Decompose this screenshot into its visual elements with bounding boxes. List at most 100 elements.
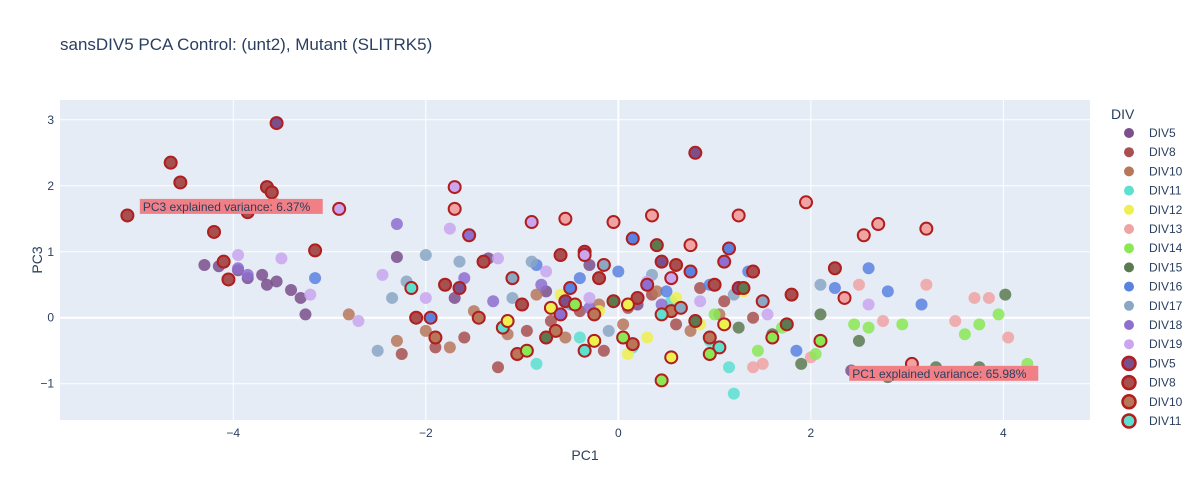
data-point-div14-mutant[interactable] xyxy=(568,297,582,312)
data-point-div13-mutant[interactable] xyxy=(683,238,698,253)
data-point-div14-control[interactable] xyxy=(992,308,1005,321)
data-point-div15-mutant[interactable] xyxy=(649,238,664,253)
data-point-div10-mutant[interactable] xyxy=(471,310,486,325)
data-point-div12-control[interactable] xyxy=(670,291,683,304)
data-point-div17-mutant[interactable] xyxy=(755,294,770,309)
data-point-div13-control[interactable] xyxy=(756,357,769,370)
data-point-div19-control[interactable] xyxy=(583,291,596,304)
data-point-div19-control[interactable] xyxy=(694,295,707,308)
data-point-div18-mutant[interactable] xyxy=(717,254,732,269)
data-point-div15-mutant[interactable] xyxy=(779,317,794,332)
data-point-div19-control[interactable] xyxy=(540,265,553,278)
data-point-div8-control[interactable] xyxy=(520,324,533,337)
data-point-div10-mutant[interactable] xyxy=(625,337,640,352)
data-point-div19-control[interactable] xyxy=(275,252,288,265)
data-point-div5-mutant[interactable] xyxy=(654,254,669,269)
data-point-div13-mutant[interactable] xyxy=(837,290,852,305)
data-point-div18-control[interactable] xyxy=(390,218,403,231)
data-points[interactable] xyxy=(120,116,1034,400)
data-point-div16-control[interactable] xyxy=(612,265,625,278)
data-point-div8-control[interactable] xyxy=(491,361,504,374)
data-point-div19-mutant[interactable] xyxy=(524,215,539,230)
data-point-div10-control[interactable] xyxy=(617,318,630,331)
data-point-div15-control[interactable] xyxy=(999,288,1012,301)
data-point-div14-mutant[interactable] xyxy=(616,330,631,345)
data-point-div13-control[interactable] xyxy=(877,315,890,328)
data-point-div13-control[interactable] xyxy=(949,315,962,328)
data-point-div16-control[interactable] xyxy=(309,272,322,285)
data-point-div16-control[interactable] xyxy=(828,282,841,295)
data-point-div17-control[interactable] xyxy=(525,255,538,268)
data-point-div18-control[interactable] xyxy=(535,278,548,291)
data-point-div5-control[interactable] xyxy=(299,308,312,321)
data-point-div17-control[interactable] xyxy=(814,278,827,291)
data-point-div13-mutant[interactable] xyxy=(856,228,871,243)
data-point-div10-mutant[interactable] xyxy=(428,330,443,345)
data-point-div17-mutant[interactable] xyxy=(596,257,611,272)
legend-item-div19[interactable]: DIV19 xyxy=(1124,337,1183,351)
legend-item-div8[interactable]: DIV8 xyxy=(1124,145,1176,159)
data-point-div8-mutant[interactable] xyxy=(784,287,799,302)
data-point-div8-control[interactable] xyxy=(694,282,707,295)
legend-item-div5[interactable]: DIV5 xyxy=(1124,126,1176,140)
data-point-div14-control[interactable] xyxy=(809,348,822,361)
data-point-div14-mutant[interactable] xyxy=(813,333,828,348)
legend-item-div18[interactable]: DIV18 xyxy=(1124,318,1183,332)
data-point-div18-control[interactable] xyxy=(655,298,668,311)
data-point-div12-control[interactable] xyxy=(641,331,654,344)
legend-item-div10[interactable]: DIV10 xyxy=(1124,164,1183,178)
data-point-div16-mutant[interactable] xyxy=(722,241,737,256)
data-point-div16-control[interactable] xyxy=(660,285,673,298)
data-point-div17-control[interactable] xyxy=(371,344,384,357)
data-point-div11-mutant[interactable] xyxy=(712,340,727,355)
data-point-div16-control[interactable] xyxy=(573,272,586,285)
data-point-div12-mutant[interactable] xyxy=(620,297,635,312)
data-point-div5-control[interactable] xyxy=(294,291,307,304)
data-point-div13-mutant[interactable] xyxy=(645,208,660,223)
data-point-div10-control[interactable] xyxy=(443,341,456,354)
data-point-div8-control[interactable] xyxy=(718,295,731,308)
data-point-div11-control[interactable] xyxy=(723,361,736,374)
legend-item-div14[interactable]: DIV14 xyxy=(1124,241,1183,255)
data-point-div14-control[interactable] xyxy=(896,318,909,331)
data-point-div8-mutant[interactable] xyxy=(409,310,424,325)
data-point-div16-mutant[interactable] xyxy=(563,281,578,296)
data-point-div11-control[interactable] xyxy=(530,357,543,370)
data-point-div19-control[interactable] xyxy=(376,268,389,281)
data-point-div13-control[interactable] xyxy=(920,278,933,291)
data-point-div8-mutant[interactable] xyxy=(553,248,568,263)
data-point-div15-mutant[interactable] xyxy=(539,330,554,345)
data-point-div13-mutant[interactable] xyxy=(606,215,621,230)
data-point-div10-control[interactable] xyxy=(342,308,355,321)
data-point-div5-control[interactable] xyxy=(260,278,273,291)
data-point-div8-mutant[interactable] xyxy=(827,261,842,276)
data-point-div13-mutant[interactable] xyxy=(558,211,573,226)
data-point-div14-control[interactable] xyxy=(958,328,971,341)
data-point-div14-control[interactable] xyxy=(848,318,861,331)
data-point-div16-control[interactable] xyxy=(790,344,803,357)
data-point-div8-mutant[interactable] xyxy=(746,264,761,279)
data-point-div19-control[interactable] xyxy=(443,222,456,235)
data-point-div18-mutant[interactable] xyxy=(553,307,568,322)
data-point-div15-control[interactable] xyxy=(795,357,808,370)
data-point-div17-control[interactable] xyxy=(419,249,432,262)
data-point-div8-mutant[interactable] xyxy=(630,290,645,305)
legend-item-div13[interactable]: DIV13 xyxy=(1124,222,1183,236)
data-point-div12-control[interactable] xyxy=(621,348,634,361)
data-point-div11-control[interactable] xyxy=(727,387,740,400)
legend-item-div17[interactable]: DIV17 xyxy=(1124,299,1183,313)
data-point-div10-control[interactable] xyxy=(530,288,543,301)
data-point-div8-control[interactable] xyxy=(544,315,557,328)
data-point-div10-control[interactable] xyxy=(559,331,572,344)
data-point-div5-mutant[interactable] xyxy=(452,281,467,296)
data-point-div5-control[interactable] xyxy=(583,258,596,271)
data-point-div19-control[interactable] xyxy=(352,315,365,328)
data-point-div5-mutant[interactable] xyxy=(688,145,703,160)
data-point-div18-control[interactable] xyxy=(458,272,471,285)
data-point-div19-control[interactable] xyxy=(232,249,245,262)
data-point-div15-control[interactable] xyxy=(732,321,745,334)
data-point-div14-control[interactable] xyxy=(862,321,875,334)
data-point-div8-control[interactable] xyxy=(597,344,610,357)
data-point-div8-mutant[interactable] xyxy=(515,297,530,312)
data-point-div5-control[interactable] xyxy=(448,291,461,304)
